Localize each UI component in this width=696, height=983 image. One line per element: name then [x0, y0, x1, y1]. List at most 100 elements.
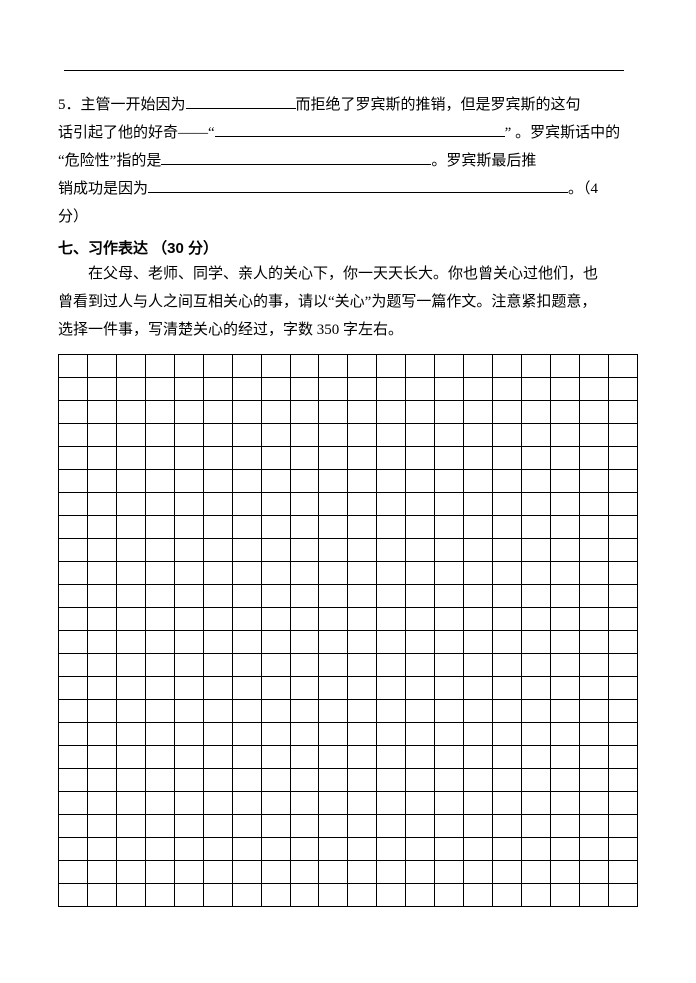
grid-cell[interactable]: [261, 447, 290, 470]
grid-cell[interactable]: [493, 562, 522, 585]
grid-cell[interactable]: [464, 378, 493, 401]
grid-cell[interactable]: [493, 861, 522, 884]
grid-cell[interactable]: [550, 378, 579, 401]
grid-cell[interactable]: [145, 516, 174, 539]
grid-cell[interactable]: [232, 401, 261, 424]
grid-cell[interactable]: [290, 470, 319, 493]
grid-cell[interactable]: [145, 631, 174, 654]
grid-cell[interactable]: [493, 746, 522, 769]
grid-cell[interactable]: [493, 539, 522, 562]
grid-cell[interactable]: [290, 700, 319, 723]
grid-cell[interactable]: [579, 562, 608, 585]
grid-cell[interactable]: [348, 631, 377, 654]
grid-cell[interactable]: [203, 447, 232, 470]
grid-cell[interactable]: [59, 424, 88, 447]
grid-cell[interactable]: [145, 401, 174, 424]
grid-cell[interactable]: [608, 585, 637, 608]
grid-cell[interactable]: [522, 815, 551, 838]
grid-cell[interactable]: [579, 424, 608, 447]
grid-cell[interactable]: [522, 585, 551, 608]
grid-cell[interactable]: [290, 654, 319, 677]
grid-cell[interactable]: [579, 792, 608, 815]
grid-cell[interactable]: [87, 677, 116, 700]
grid-cell[interactable]: [608, 654, 637, 677]
grid-cell[interactable]: [464, 838, 493, 861]
grid-cell[interactable]: [522, 493, 551, 516]
grid-cell[interactable]: [59, 516, 88, 539]
grid-cell[interactable]: [435, 493, 464, 516]
grid-cell[interactable]: [174, 470, 203, 493]
grid-cell[interactable]: [464, 493, 493, 516]
grid-cell[interactable]: [145, 884, 174, 907]
grid-cell[interactable]: [232, 700, 261, 723]
grid-cell[interactable]: [59, 815, 88, 838]
grid-cell[interactable]: [261, 378, 290, 401]
grid-cell[interactable]: [579, 608, 608, 631]
grid-cell[interactable]: [435, 792, 464, 815]
grid-cell[interactable]: [550, 861, 579, 884]
q5-blank-2[interactable]: [215, 121, 505, 137]
grid-cell[interactable]: [59, 769, 88, 792]
grid-cell[interactable]: [377, 815, 406, 838]
grid-cell[interactable]: [232, 838, 261, 861]
grid-cell[interactable]: [290, 746, 319, 769]
grid-cell[interactable]: [116, 539, 145, 562]
grid-cell[interactable]: [145, 861, 174, 884]
grid-cell[interactable]: [348, 493, 377, 516]
grid-cell[interactable]: [348, 539, 377, 562]
grid-cell[interactable]: [522, 539, 551, 562]
grid-cell[interactable]: [59, 654, 88, 677]
grid-cell[interactable]: [579, 769, 608, 792]
grid-cell[interactable]: [522, 424, 551, 447]
grid-cell[interactable]: [145, 677, 174, 700]
grid-cell[interactable]: [145, 792, 174, 815]
grid-cell[interactable]: [579, 746, 608, 769]
grid-cell[interactable]: [232, 654, 261, 677]
grid-cell[interactable]: [608, 608, 637, 631]
grid-cell[interactable]: [319, 401, 348, 424]
grid-cell[interactable]: [203, 539, 232, 562]
grid-cell[interactable]: [59, 838, 88, 861]
grid-cell[interactable]: [406, 516, 435, 539]
grid-cell[interactable]: [522, 792, 551, 815]
grid-cell[interactable]: [145, 470, 174, 493]
grid-cell[interactable]: [435, 654, 464, 677]
grid-cell[interactable]: [116, 631, 145, 654]
grid-cell[interactable]: [203, 654, 232, 677]
grid-cell[interactable]: [406, 493, 435, 516]
grid-cell[interactable]: [290, 378, 319, 401]
grid-cell[interactable]: [203, 470, 232, 493]
grid-cell[interactable]: [290, 838, 319, 861]
grid-cell[interactable]: [290, 677, 319, 700]
grid-cell[interactable]: [522, 700, 551, 723]
grid-cell[interactable]: [319, 815, 348, 838]
grid-cell[interactable]: [464, 401, 493, 424]
grid-cell[interactable]: [261, 700, 290, 723]
grid-cell[interactable]: [377, 424, 406, 447]
grid-cell[interactable]: [319, 447, 348, 470]
grid-cell[interactable]: [579, 585, 608, 608]
grid-cell[interactable]: [608, 677, 637, 700]
grid-cell[interactable]: [406, 838, 435, 861]
grid-cell[interactable]: [87, 424, 116, 447]
grid-cell[interactable]: [174, 401, 203, 424]
grid-cell[interactable]: [145, 493, 174, 516]
grid-cell[interactable]: [87, 608, 116, 631]
grid-cell[interactable]: [608, 516, 637, 539]
grid-cell[interactable]: [261, 470, 290, 493]
grid-cell[interactable]: [87, 447, 116, 470]
grid-cell[interactable]: [464, 447, 493, 470]
grid-cell[interactable]: [87, 378, 116, 401]
grid-cell[interactable]: [550, 654, 579, 677]
grid-cell[interactable]: [348, 378, 377, 401]
grid-cell[interactable]: [261, 585, 290, 608]
grid-cell[interactable]: [435, 447, 464, 470]
grid-cell[interactable]: [435, 539, 464, 562]
grid-cell[interactable]: [319, 700, 348, 723]
grid-cell[interactable]: [290, 539, 319, 562]
grid-cell[interactable]: [579, 631, 608, 654]
grid-cell[interactable]: [261, 723, 290, 746]
grid-cell[interactable]: [377, 700, 406, 723]
grid-cell[interactable]: [319, 769, 348, 792]
grid-cell[interactable]: [550, 700, 579, 723]
